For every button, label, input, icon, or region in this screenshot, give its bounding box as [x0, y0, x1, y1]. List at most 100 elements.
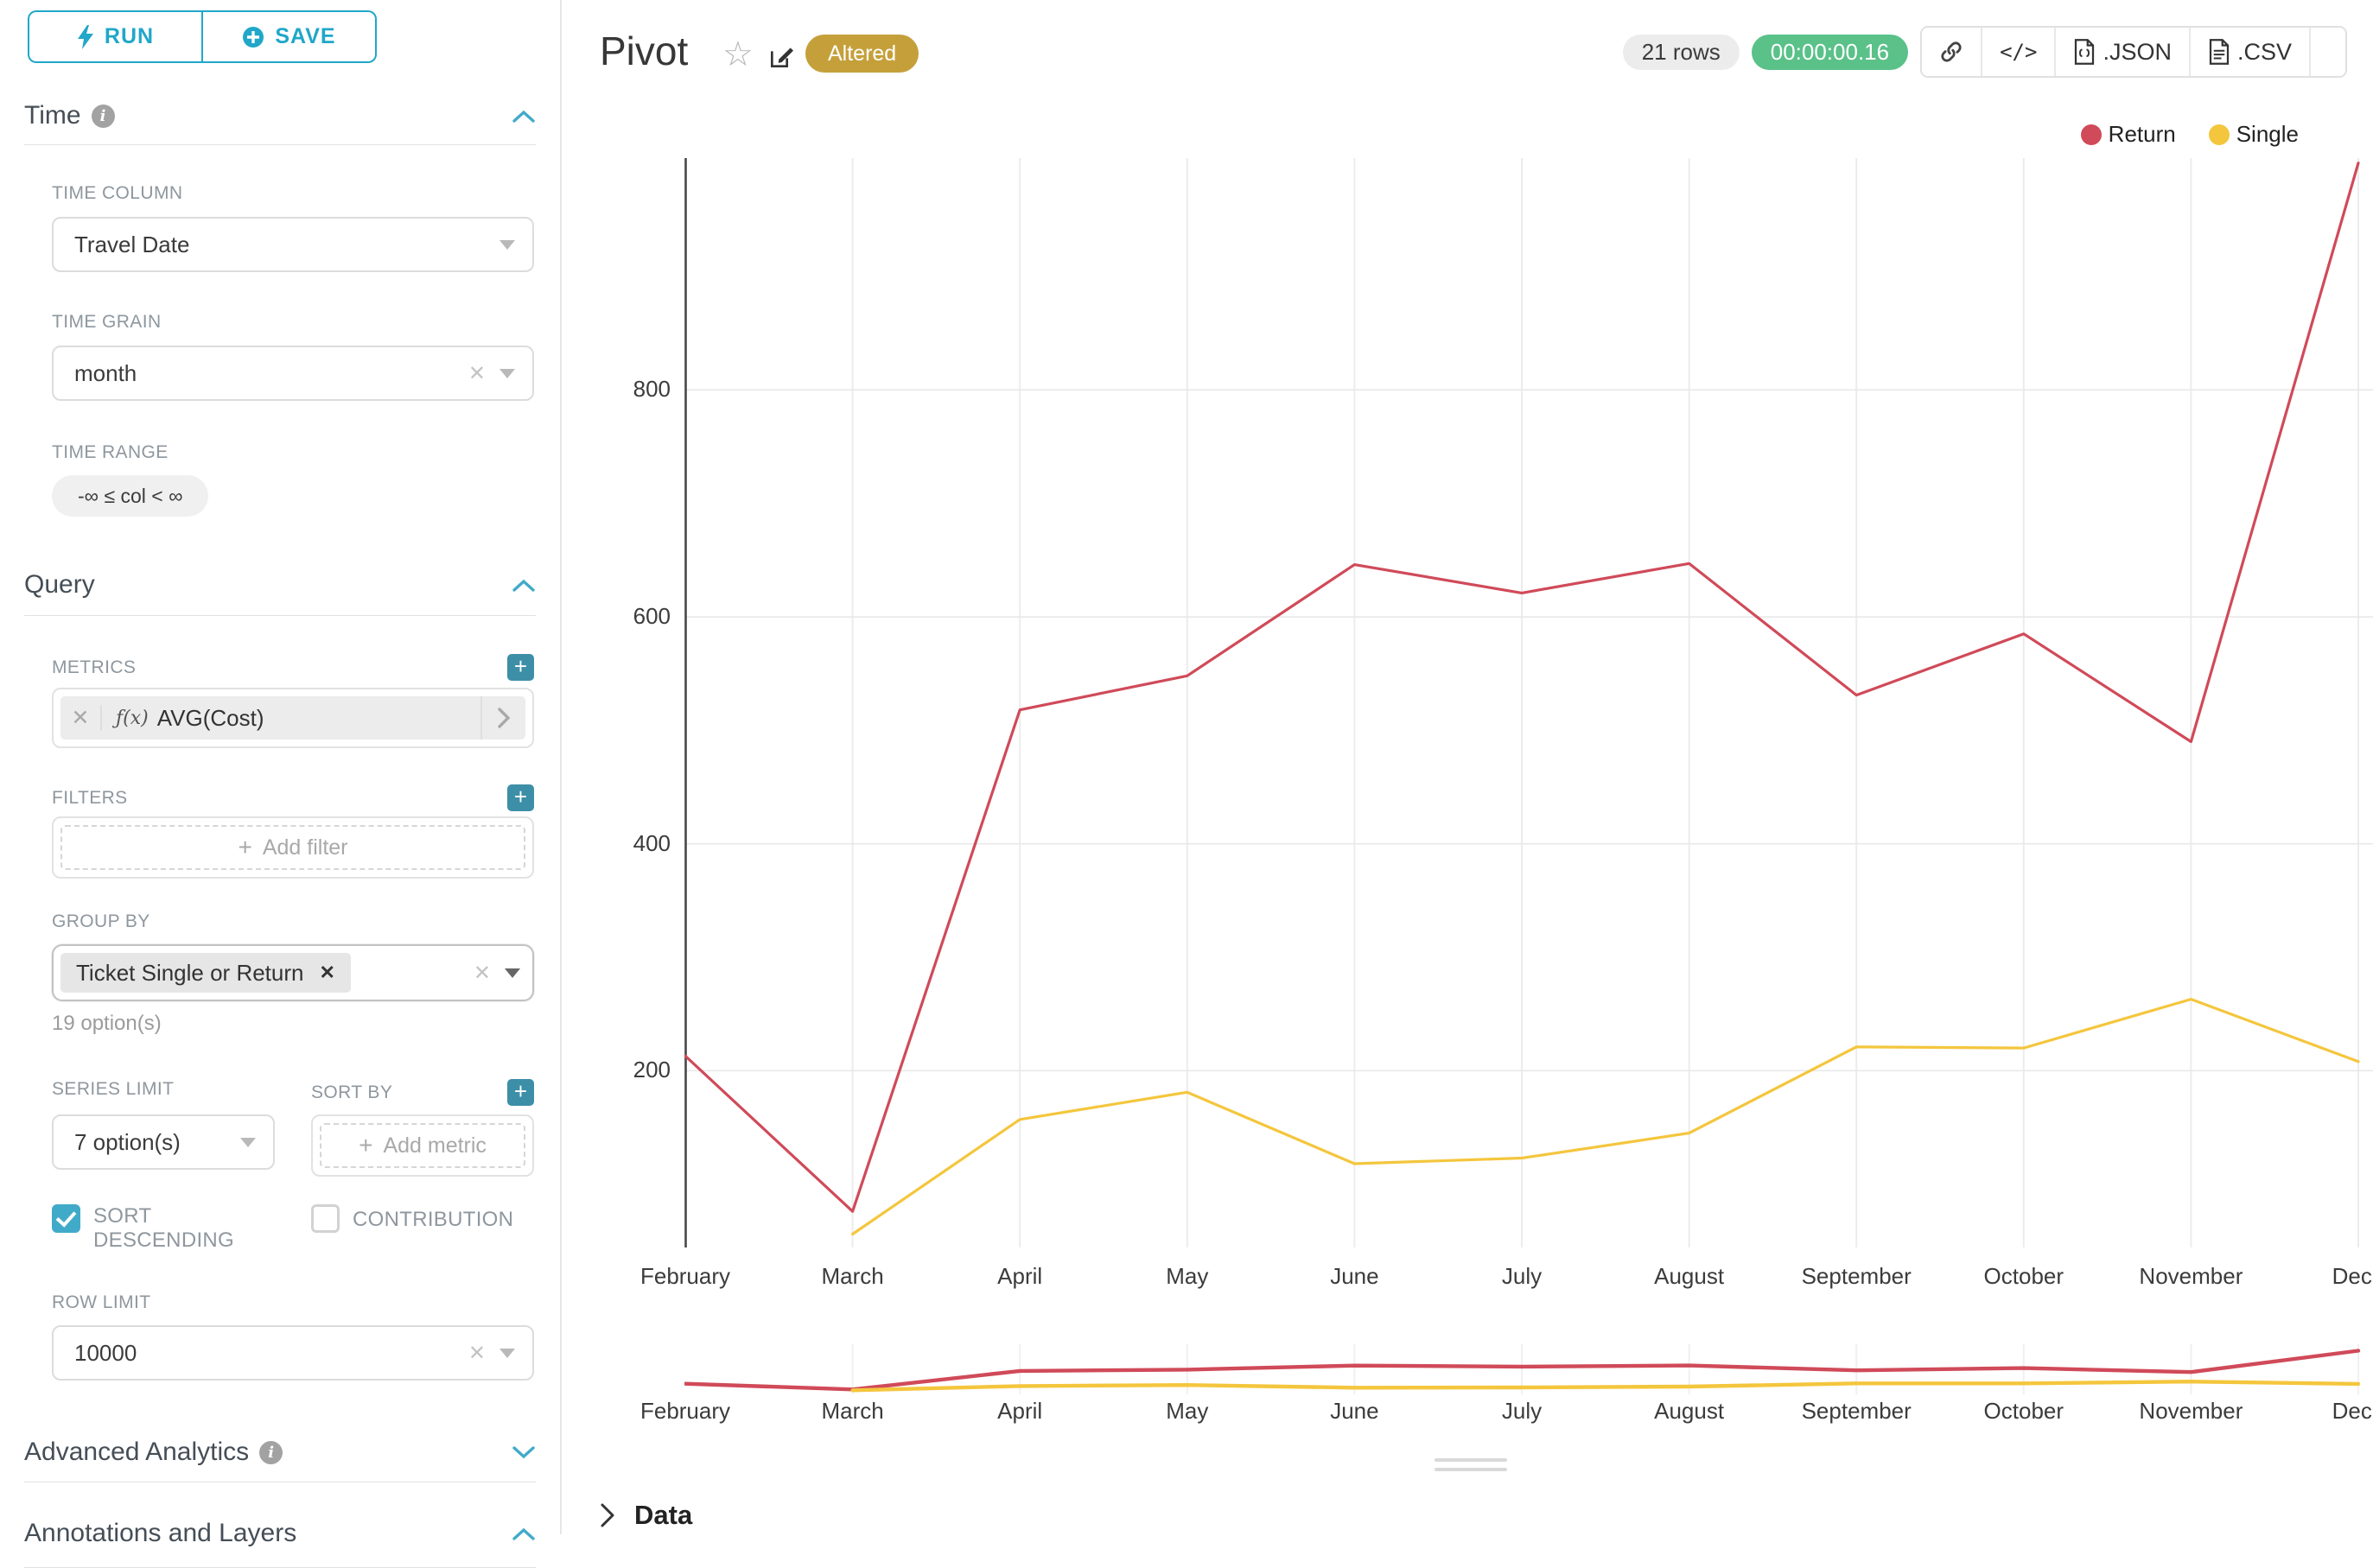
time-column-value: Travel Date: [74, 231, 190, 257]
embed-code-button[interactable]: </>: [1981, 28, 2055, 76]
time-column-label: TIME COLUMN: [52, 183, 183, 203]
x-tick-label: August: [1654, 1398, 1725, 1424]
caret-down-icon: [240, 1137, 256, 1147]
caret-down-icon: [499, 1348, 515, 1358]
add-filter-placeholder: Add filter: [262, 835, 348, 860]
time-grain-select[interactable]: month ✕: [52, 346, 534, 401]
row-limit-label: ROW LIMIT: [52, 1292, 151, 1312]
time-section-header[interactable]: Time i: [24, 101, 536, 130]
query-section-header[interactable]: Query: [24, 570, 536, 600]
x-tick-label: July: [1501, 1398, 1543, 1424]
series-limit-label: SERIES LIMIT: [52, 1079, 175, 1099]
add-sort-metric-plus-button[interactable]: +: [507, 1079, 534, 1106]
clear-icon[interactable]: ✕: [468, 1341, 486, 1365]
sort-descending-label: SORT DESCENDING: [93, 1204, 235, 1252]
remove-chip-icon[interactable]: ✕: [319, 962, 335, 983]
metrics-label: METRICS: [52, 657, 137, 677]
metric-chip[interactable]: ✕ ƒ(x) AVG(Cost): [60, 696, 525, 740]
x-tick-label: February: [639, 1263, 731, 1289]
json-button-label: .JSON: [2103, 38, 2172, 65]
sort-by-label: SORT BY: [311, 1082, 393, 1102]
chart-actions-button-group: </> .JSON .CSV: [1920, 26, 2347, 78]
chevron-up-icon[interactable]: [512, 109, 536, 124]
sort-descending-checkbox[interactable]: [52, 1204, 80, 1233]
time-grain-value: month: [74, 359, 137, 386]
save-button[interactable]: SAVE: [202, 10, 377, 63]
time-grain-label: TIME GRAIN: [52, 312, 162, 332]
time-column-select[interactable]: Travel Date: [52, 217, 534, 272]
series-line-single: [851, 997, 2360, 1236]
legend-label: Single: [2236, 121, 2299, 147]
series-limit-value: 7 option(s): [74, 1128, 181, 1155]
plus-circle-icon: [243, 26, 264, 48]
contribution-checkbox[interactable]: [311, 1204, 340, 1233]
remove-metric-icon[interactable]: ✕: [60, 705, 102, 731]
chevron-up-icon[interactable]: [512, 1527, 536, 1541]
more-options-menu-button[interactable]: [2309, 28, 2345, 76]
legend-item-single[interactable]: Single: [2208, 121, 2299, 148]
time-range-pill[interactable]: -∞ ≤ col < ∞: [52, 475, 209, 517]
filters-box: + Add filter: [52, 816, 534, 879]
lightning-bolt-icon: [77, 24, 93, 49]
csv-file-icon: [2209, 39, 2230, 65]
panel-resize-handle[interactable]: [1435, 1458, 1507, 1477]
info-icon[interactable]: i: [259, 1440, 283, 1464]
line-chart[interactable]: [684, 158, 2373, 1247]
add-filter-dropzone[interactable]: + Add filter: [60, 825, 525, 870]
add-sort-metric-dropzone[interactable]: + Add metric: [320, 1123, 525, 1168]
filters-label: FILTERS: [52, 787, 128, 808]
x-tick-label: April: [997, 1398, 1043, 1424]
data-panel-toggle[interactable]: Data: [600, 1500, 692, 1531]
chart-panel: Pivot ☆ Altered 21 rows 00:00:00.16 </> …: [563, 0, 2373, 1534]
y-tick-label: 600: [633, 603, 671, 630]
altered-badge[interactable]: Altered: [805, 35, 919, 73]
group-by-chip[interactable]: Ticket Single or Return ✕: [60, 953, 351, 993]
row-limit-select[interactable]: 10000 ✕: [52, 1325, 534, 1381]
page-title: Pivot: [600, 29, 689, 73]
y-tick-label: 800: [633, 376, 671, 403]
plus-icon: +: [238, 834, 252, 860]
chevron-right-icon[interactable]: [480, 696, 525, 740]
mini-series-line-single: [850, 1380, 2361, 1393]
chevron-down-icon[interactable]: [512, 1445, 536, 1460]
clear-icon[interactable]: ✕: [473, 961, 491, 985]
info-icon[interactable]: i: [91, 104, 115, 128]
control-panel-sidebar: RUN SAVE Time i TIME COLUMN Travel Date …: [0, 0, 562, 1568]
legend-item-return[interactable]: Return: [2080, 121, 2176, 148]
fx-icon: ƒ(x): [116, 707, 149, 729]
x-tick-label: March: [821, 1263, 884, 1289]
clear-icon[interactable]: ✕: [468, 361, 486, 385]
chevron-up-icon[interactable]: [512, 578, 536, 593]
legend-dot: [2208, 124, 2230, 145]
edit-properties-icon[interactable]: [767, 43, 795, 75]
group-by-label: GROUP BY: [52, 911, 150, 931]
x-tick-label: June: [1330, 1398, 1379, 1424]
x-tick-label: September: [1801, 1398, 1912, 1424]
csv-button-label: .CSV: [2236, 38, 2292, 65]
x-tick-label: May: [1166, 1263, 1209, 1289]
add-metric-plus-button[interactable]: +: [507, 654, 534, 681]
run-save-button-group: RUN SAVE: [28, 10, 377, 63]
favorite-star-icon[interactable]: ☆: [722, 35, 754, 73]
chevron-right-icon: [601, 1503, 614, 1527]
advanced-analytics-section-header[interactable]: Advanced Analytics i: [24, 1438, 536, 1467]
json-file-icon: [2075, 39, 2095, 65]
x-tick-label: Dece: [2332, 1398, 2373, 1424]
annotations-section-header[interactable]: Annotations and Layers: [24, 1519, 536, 1548]
series-line-return: [684, 162, 2360, 1213]
mini-range-chart[interactable]: [684, 1344, 2373, 1394]
add-filter-plus-button[interactable]: +: [507, 784, 534, 811]
run-button[interactable]: RUN: [28, 10, 202, 63]
export-json-button[interactable]: .JSON: [2054, 28, 2189, 76]
y-tick-label: 400: [633, 829, 671, 856]
group-by-select[interactable]: Ticket Single or Return ✕ ✕: [52, 944, 534, 1001]
export-csv-button[interactable]: .CSV: [2188, 28, 2309, 76]
sort-by-box: + Add metric: [311, 1114, 534, 1177]
link-icon: [1941, 41, 1962, 62]
series-limit-select[interactable]: 7 option(s): [52, 1114, 275, 1170]
metric-chip-label: AVG(Cost): [156, 704, 264, 731]
caret-down-icon: [499, 239, 515, 250]
row-count-badge: 21 rows: [1622, 34, 1740, 70]
copy-link-button[interactable]: [1922, 28, 1982, 76]
advanced-analytics-title: Advanced Analytics: [24, 1438, 250, 1466]
